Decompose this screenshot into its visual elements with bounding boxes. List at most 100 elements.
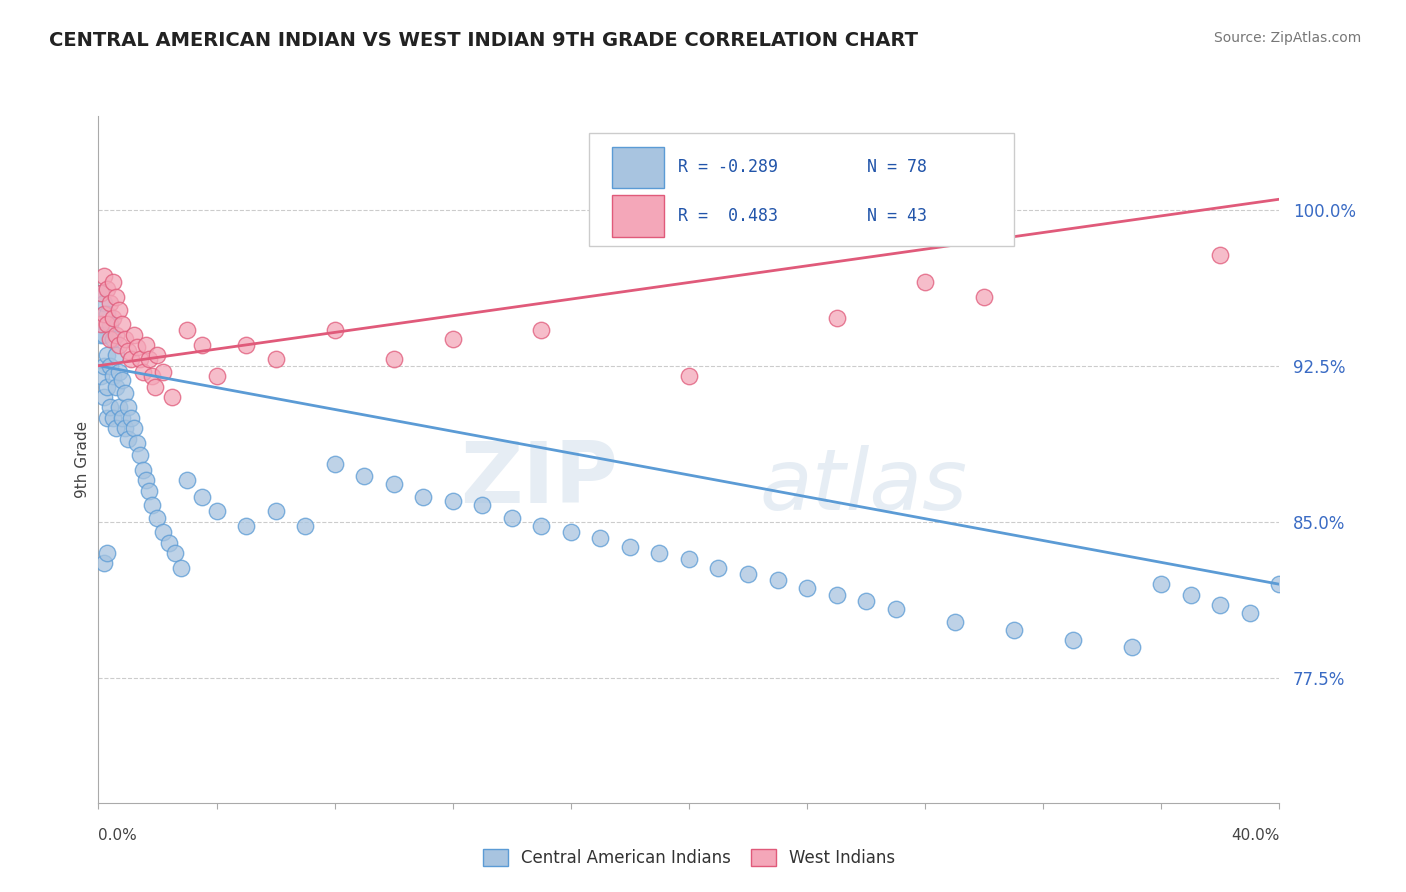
Point	[125, 340, 148, 354]
FancyBboxPatch shape	[589, 133, 1014, 246]
FancyBboxPatch shape	[612, 146, 664, 188]
Point	[103, 332, 125, 346]
Text: CENTRAL AMERICAN INDIAN VS WEST INDIAN 9TH GRADE CORRELATION CHART: CENTRAL AMERICAN INDIAN VS WEST INDIAN 9…	[49, 31, 918, 50]
Point	[1209, 598, 1232, 612]
Point	[103, 276, 125, 290]
Point	[678, 369, 700, 384]
Point	[441, 332, 464, 346]
Point	[93, 557, 115, 571]
Point	[122, 327, 145, 342]
Point	[105, 379, 128, 393]
Point	[96, 348, 118, 362]
Point	[914, 276, 936, 290]
Point	[707, 560, 730, 574]
Point	[90, 285, 112, 300]
Point	[93, 390, 115, 404]
Point	[191, 490, 214, 504]
Point	[93, 296, 115, 310]
Point	[766, 573, 789, 587]
Point	[146, 348, 169, 362]
Point	[1209, 248, 1232, 262]
Point	[103, 410, 125, 425]
Point	[264, 504, 287, 518]
Point	[132, 365, 155, 379]
Point	[96, 410, 118, 425]
Point	[141, 369, 163, 384]
Point	[114, 385, 136, 400]
Point	[96, 282, 118, 296]
Point	[205, 504, 228, 518]
Text: N = 43: N = 43	[868, 207, 928, 225]
Point	[96, 307, 118, 321]
Point	[152, 365, 174, 379]
Point	[138, 483, 160, 498]
Point	[152, 525, 174, 540]
Point	[1002, 623, 1025, 637]
Point	[103, 310, 125, 325]
Text: 40.0%: 40.0%	[1232, 828, 1279, 843]
Point	[128, 448, 150, 462]
Point	[294, 519, 316, 533]
Point	[530, 323, 553, 337]
Point	[117, 432, 139, 446]
Point	[103, 369, 125, 384]
Point	[132, 463, 155, 477]
Point	[412, 490, 434, 504]
Point	[146, 510, 169, 524]
Point	[114, 332, 136, 346]
Point	[162, 390, 183, 404]
Point	[108, 302, 131, 317]
Point	[98, 401, 121, 415]
Point	[471, 498, 494, 512]
Point	[825, 588, 848, 602]
Point	[90, 317, 112, 331]
Point	[143, 379, 166, 393]
Point	[323, 323, 346, 337]
Point	[98, 332, 121, 346]
Point	[96, 546, 118, 560]
Point	[120, 352, 142, 367]
Point	[825, 310, 848, 325]
Point	[235, 519, 257, 533]
Point	[1180, 588, 1202, 602]
Point	[855, 594, 877, 608]
Point	[441, 494, 464, 508]
Point	[96, 379, 118, 393]
Point	[90, 327, 112, 342]
Point	[382, 477, 405, 491]
Text: R =  0.483: R = 0.483	[678, 207, 779, 225]
Y-axis label: 9th Grade: 9th Grade	[75, 421, 90, 498]
Point	[90, 285, 112, 300]
Point	[105, 290, 128, 304]
Point	[135, 338, 157, 352]
Text: R = -0.289: R = -0.289	[678, 159, 779, 177]
Point	[382, 352, 405, 367]
Point	[138, 352, 160, 367]
Text: 0.0%: 0.0%	[98, 828, 138, 843]
Point	[323, 457, 346, 471]
Text: ZIP: ZIP	[460, 439, 619, 522]
Point	[111, 317, 134, 331]
Point	[1150, 577, 1173, 591]
FancyBboxPatch shape	[612, 194, 664, 236]
Point	[98, 359, 121, 373]
Point	[501, 510, 523, 524]
Point	[264, 352, 287, 367]
Point	[93, 307, 115, 321]
Point	[108, 401, 131, 415]
Point	[93, 327, 115, 342]
Point	[1121, 640, 1143, 654]
Point	[973, 290, 995, 304]
Point	[165, 546, 187, 560]
Point	[737, 566, 759, 581]
Point	[1268, 577, 1291, 591]
Point	[125, 435, 148, 450]
Point	[205, 369, 228, 384]
Text: Source: ZipAtlas.com: Source: ZipAtlas.com	[1213, 31, 1361, 45]
Legend: Central American Indians, West Indians: Central American Indians, West Indians	[477, 842, 901, 873]
Point	[105, 327, 128, 342]
Point	[98, 296, 121, 310]
Point	[141, 498, 163, 512]
Point	[96, 317, 118, 331]
Point	[589, 532, 612, 546]
